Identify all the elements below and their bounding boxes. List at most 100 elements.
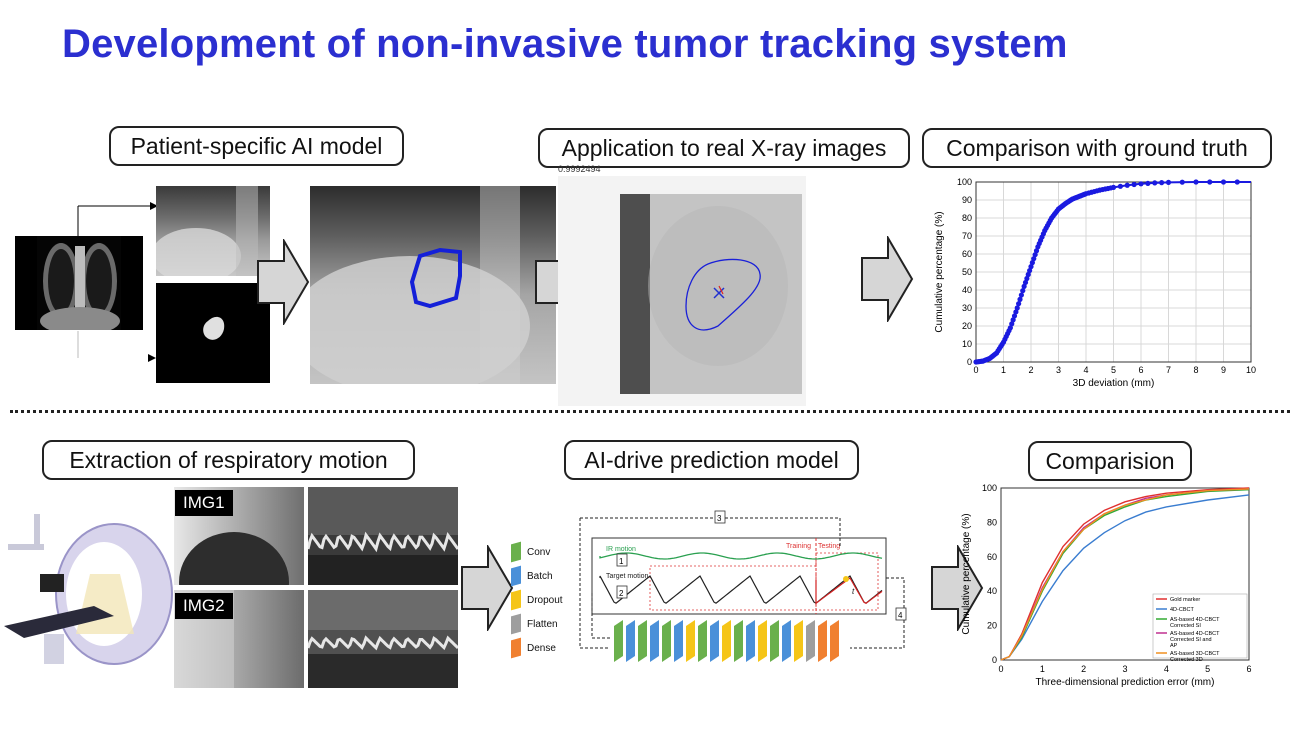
data-point	[1179, 179, 1185, 185]
data-point	[1031, 256, 1037, 262]
arrow-right-icon	[861, 236, 914, 322]
y-tick-label: 100	[982, 483, 997, 493]
x-tick-label: 3	[1122, 664, 1127, 674]
motion-strip-1	[308, 487, 458, 585]
legend-item-conv: Conv	[511, 540, 563, 564]
y-tick-label: 80	[987, 517, 997, 527]
x-tick-label: 1	[1001, 365, 1006, 375]
legend-label: Dropout	[527, 594, 563, 606]
legend-label: Conv	[527, 546, 551, 558]
model-layer-block	[770, 620, 779, 662]
legend-label: Corrected SI and	[1170, 637, 1212, 643]
prediction-model-diagram: IR motion Target motion Training Testing…	[579, 510, 907, 662]
drr-image	[156, 186, 270, 276]
data-point	[1138, 181, 1144, 187]
legend-label: Dense	[527, 642, 556, 654]
series-line	[1000, 487, 1250, 661]
data-point	[1131, 181, 1137, 188]
data-point	[1016, 301, 1022, 307]
legend-swatch	[511, 565, 521, 587]
data-point	[1110, 184, 1117, 190]
data-point	[1017, 296, 1023, 302]
page-title: Development of non-invasive tumor tracki…	[62, 22, 1068, 66]
data-point	[1152, 180, 1158, 186]
data-point	[1145, 180, 1151, 186]
model-layer-block	[698, 620, 707, 662]
y-tick-label: 10	[962, 339, 972, 349]
target-motion-label: Target motion	[606, 573, 649, 580]
model-layer-block	[734, 620, 743, 662]
legend-swatch	[511, 613, 521, 635]
x-tick-label: 4	[1164, 664, 1169, 674]
arrow-right-icon	[931, 545, 984, 631]
y-tick-label: 0	[992, 655, 997, 665]
testing-label: Testing	[818, 543, 840, 550]
data-point	[1007, 325, 1013, 331]
data-point	[1014, 305, 1020, 311]
training-label: Training	[786, 543, 811, 550]
tumor-mask-image	[156, 283, 270, 383]
model-layer-block	[626, 620, 635, 662]
legend-item-batch: Batch	[511, 564, 563, 588]
x-tick-label: 0	[998, 664, 1003, 674]
model-layer-block	[758, 620, 767, 662]
data-point	[1029, 260, 1035, 266]
y-tick-label: 80	[962, 213, 972, 223]
plot-frame	[1000, 487, 1250, 661]
legend-label: Corrected 3D	[1170, 657, 1203, 663]
y-tick-label: 40	[962, 285, 972, 295]
training-xray-image	[310, 186, 556, 384]
model-layer-block	[830, 620, 839, 662]
y-tick-label: 20	[987, 621, 997, 631]
legend-swatch	[511, 637, 521, 659]
legend-label: Flatten	[527, 618, 558, 630]
step-1: 1	[619, 557, 624, 566]
legend-label: AS-based 3D-CBCT	[1170, 651, 1220, 657]
application-label: Application to real X-ray images	[538, 128, 910, 168]
y-tick-label: 40	[987, 586, 997, 596]
data-point	[1025, 271, 1031, 278]
legend-item-dense: Dense	[511, 636, 563, 660]
legend-label: 4D-CBCT	[1170, 607, 1194, 613]
x-tick-label: 6	[1246, 664, 1251, 674]
x-tick-label: 0	[973, 365, 978, 375]
series-line	[1000, 488, 1250, 661]
model-layer-block	[674, 620, 683, 662]
model-layer-block	[782, 620, 791, 662]
model-layer-block	[662, 620, 671, 662]
step-4: 4	[898, 611, 903, 620]
legend-item-flatten: Flatten	[511, 612, 563, 636]
legend-label: AS-based 4D-CBCT	[1170, 631, 1220, 637]
data-point	[1032, 252, 1038, 258]
model-layer-block	[650, 620, 659, 662]
data-point	[1033, 248, 1040, 254]
x-tick-label: 2	[1028, 365, 1033, 375]
x-tick-label: 10	[1246, 365, 1256, 375]
legend-label: AP	[1170, 643, 1178, 649]
y-tick-label: 50	[962, 267, 972, 277]
legend-item-dropout: Dropout	[511, 588, 563, 612]
data-point	[1013, 309, 1019, 315]
x-tick-label: 5	[1205, 664, 1210, 674]
step-3: 3	[717, 514, 722, 523]
x-tick-label: 7	[1166, 365, 1171, 375]
real-xray-image	[558, 176, 806, 406]
y-tick-label: 70	[962, 231, 972, 241]
x-tick-label: 6	[1138, 365, 1143, 375]
data-point	[1124, 182, 1130, 188]
x-axis-label: Three-dimensional prediction error (mm)	[1036, 677, 1215, 688]
data-point	[1009, 321, 1015, 327]
data-point	[1024, 275, 1030, 282]
ir-motion-label: IR motion	[606, 546, 636, 553]
y-tick-label: 20	[962, 321, 972, 331]
x-tick-label: 5	[1111, 365, 1116, 375]
section-divider	[10, 410, 1290, 413]
data-point	[1193, 179, 1199, 185]
data-point	[1022, 279, 1029, 286]
model-layer-block	[806, 620, 815, 662]
model-layer-block	[746, 620, 755, 662]
comparison-label: Comparision	[1028, 441, 1192, 481]
data-point	[1234, 179, 1240, 185]
series-line	[1000, 494, 1250, 661]
model-layer-block	[722, 620, 731, 662]
